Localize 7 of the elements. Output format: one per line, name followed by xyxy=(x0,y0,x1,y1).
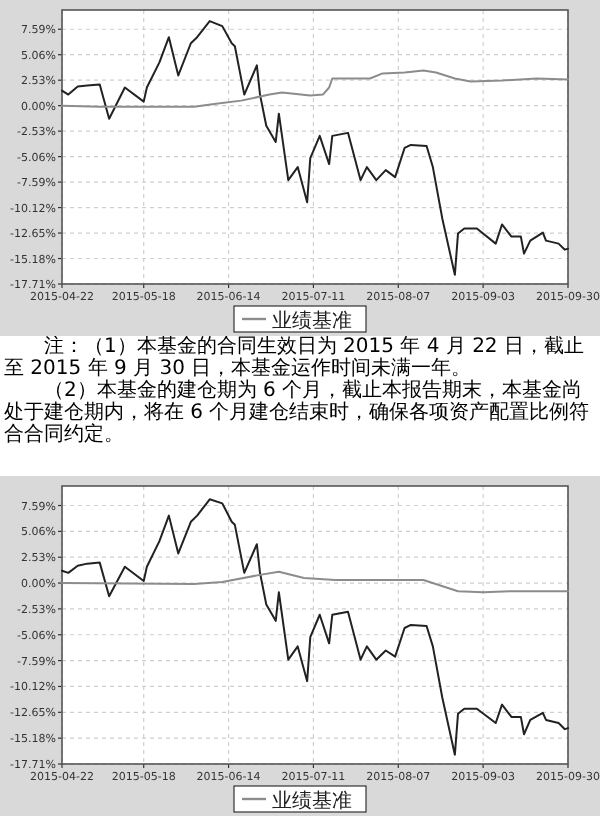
line-series xyxy=(61,69,569,108)
line-series xyxy=(61,20,569,276)
line-series xyxy=(61,570,569,594)
legend-label: 业绩基准 xyxy=(272,789,352,813)
text: （2）本基金的建仓期为 6 个月，截止本报告期末，本基金尚处于建仓期内，将在 6 个月建仓结束时，确保各项资产配置比例符合合同约定。 xyxy=(2,380,592,446)
legend-label: 业绩基准 xyxy=(272,309,352,333)
line-series xyxy=(61,498,569,756)
